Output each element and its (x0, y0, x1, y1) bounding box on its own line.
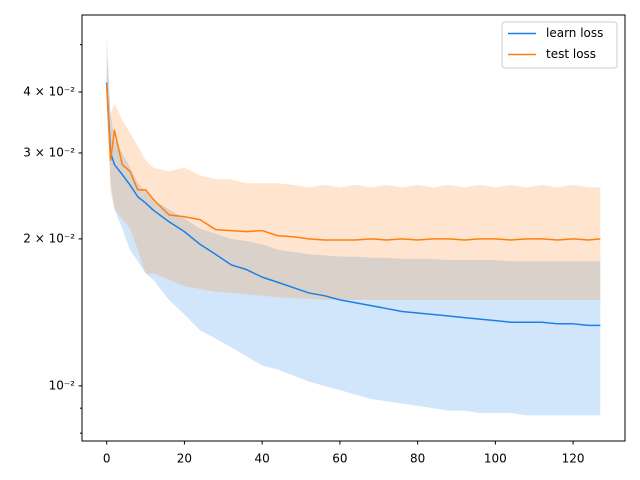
y-tick-label: 10⁻² (49, 378, 76, 392)
plot-area (105, 36, 601, 416)
error-band (106, 53, 601, 300)
x-tick-label: 100 (484, 452, 507, 466)
y-tick-label: 4 × 10⁻² (23, 84, 75, 98)
legend-label: learn loss (546, 26, 603, 40)
x-tick-label: 120 (562, 452, 585, 466)
x-tick-label: 80 (410, 452, 425, 466)
line (105, 82, 601, 327)
axes-frame (81, 14, 626, 442)
error-band (106, 36, 601, 416)
x-tick-label: 0 (103, 452, 111, 466)
x-tick-label: 60 (332, 452, 347, 466)
x-tick-label: 40 (255, 452, 270, 466)
legend-label: test loss (546, 47, 596, 61)
line (105, 84, 601, 241)
legend: learn loss test loss (501, 21, 618, 69)
x-tick-label: 20 (177, 452, 192, 466)
y-tick-label: 2 × 10⁻² (23, 231, 75, 245)
y-tick-label: 3 × 10⁻² (23, 145, 75, 159)
